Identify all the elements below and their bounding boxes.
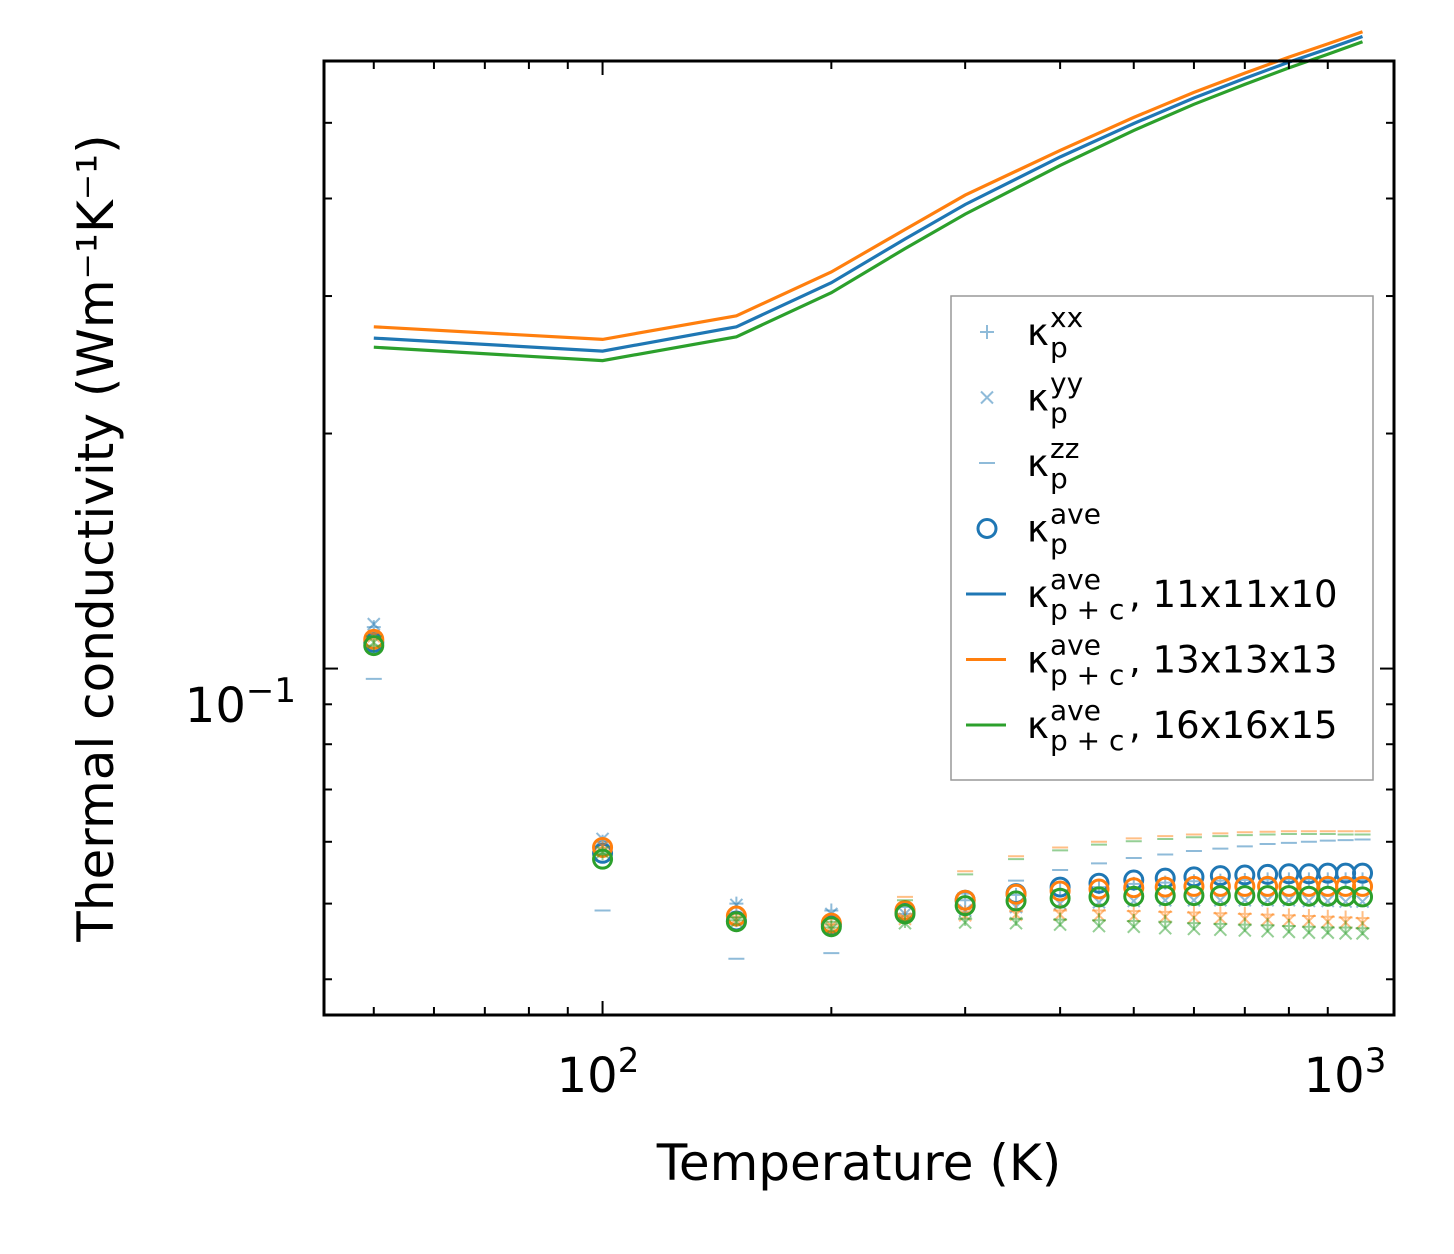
- data-point-plus: [1158, 914, 1173, 929]
- data-point-circle: [1278, 863, 1300, 885]
- data-point-x: [1355, 926, 1370, 941]
- data-point-circle: [363, 635, 385, 657]
- data-point-plus: [366, 638, 381, 653]
- data-point-plus: [729, 913, 744, 928]
- data-point-x: [1053, 917, 1067, 932]
- plot-frame: [322, 59, 1396, 1017]
- legend-swatch-plus: [980, 325, 994, 339]
- data-point-x: [367, 617, 381, 631]
- data-point-x: [1009, 916, 1023, 930]
- data-point-x: [1158, 921, 1172, 935]
- scatter-series-circle-green: [363, 635, 1374, 938]
- data-point-circle: [1278, 875, 1300, 897]
- data-point-circle: [1123, 885, 1145, 907]
- data-point-circle: [954, 895, 976, 917]
- data-point-circle: [1234, 875, 1256, 897]
- legend-swatch-circle: [976, 518, 998, 539]
- data-point-circle: [1088, 878, 1110, 900]
- data-point-circle: [1123, 869, 1145, 891]
- data-point-circle: [1049, 887, 1071, 909]
- data-point-circle: [1123, 877, 1145, 899]
- data-point-x: [824, 922, 839, 936]
- data-point-circle: [1183, 885, 1205, 907]
- legend-swatch-x: [980, 390, 994, 405]
- data-point-circle: [1088, 872, 1110, 894]
- x-axis-label: Temperature (K): [656, 1134, 1061, 1192]
- data-point-x: [1302, 925, 1316, 940]
- data-point-x: [958, 915, 972, 930]
- y-tick-label-0.1: 10−1: [185, 671, 296, 734]
- data-point-circle: [725, 911, 747, 933]
- x-axis: 102 103 Temperature (K): [557, 1041, 1387, 1192]
- data-point-x: [1187, 922, 1201, 936]
- scatter-series-dash-green: [365, 635, 1371, 923]
- data-point-x: [1260, 924, 1275, 938]
- data-point-circle: [1005, 883, 1027, 905]
- data-point-circle: [1049, 880, 1071, 902]
- legend-label-kzz: κzz p: [1027, 432, 1079, 495]
- data-point-x: [1338, 926, 1353, 941]
- legend-frame: [950, 295, 1374, 781]
- data-point-circle: [1154, 885, 1176, 907]
- data-point-circle: [820, 916, 842, 938]
- data-point-circle: [894, 903, 916, 925]
- legend-label-kyy: κyy p: [1027, 367, 1083, 430]
- data-point-circle: [592, 848, 614, 870]
- data-point-circle: [1209, 875, 1231, 897]
- data-point-circle: [954, 889, 976, 911]
- data-point-x: [1321, 925, 1335, 940]
- data-point-x: [1213, 922, 1228, 937]
- legend-label-kxx: κxx p: [1027, 301, 1083, 364]
- data-point-circle: [1278, 885, 1300, 907]
- data-point-circle: [1234, 864, 1256, 886]
- y-axis-label: Thermal conductivity (Wm⁻¹K⁻¹): [67, 134, 125, 942]
- data-point-circle: [1088, 886, 1110, 908]
- data-point-circle: [1183, 875, 1205, 897]
- data-point-circle: [1352, 886, 1374, 908]
- data-point-circle: [1352, 875, 1374, 897]
- data-point-circle: [1209, 885, 1231, 907]
- legend-label-line3: κave p + c, 16x16x15: [1027, 694, 1338, 757]
- legend-label-line2: κave p + c, 13x13x13: [1027, 629, 1338, 692]
- data-point-circle: [1154, 876, 1176, 898]
- data-point-x: [1282, 925, 1296, 939]
- data-point-circle: [1257, 875, 1279, 897]
- data-point-circle: [1234, 885, 1256, 907]
- x-tick-label-1000: 103: [1304, 1041, 1387, 1104]
- data-point-x: [1092, 919, 1106, 933]
- data-point-x: [1238, 923, 1252, 938]
- data-point-x: [595, 845, 610, 859]
- data-point-circle: [1257, 885, 1279, 907]
- data-point-circle: [1352, 862, 1374, 884]
- x-tick-label-100: 102: [557, 1041, 640, 1104]
- y-axis: 10−1 Thermal conductivity (Wm⁻¹K⁻¹): [67, 134, 296, 942]
- data-point-x: [1127, 920, 1141, 934]
- legend-label-kave: κave p: [1027, 498, 1101, 561]
- series-layer: [363, 30, 1374, 960]
- series-line-2: [373, 30, 1364, 342]
- data-point-circle: [1209, 865, 1231, 887]
- data-point-circle: [1257, 863, 1279, 885]
- legend-label-line1: κave p + c, 11x11x10: [1027, 563, 1338, 626]
- data-point-plus: [824, 920, 839, 935]
- data-point-circle: [1005, 890, 1027, 912]
